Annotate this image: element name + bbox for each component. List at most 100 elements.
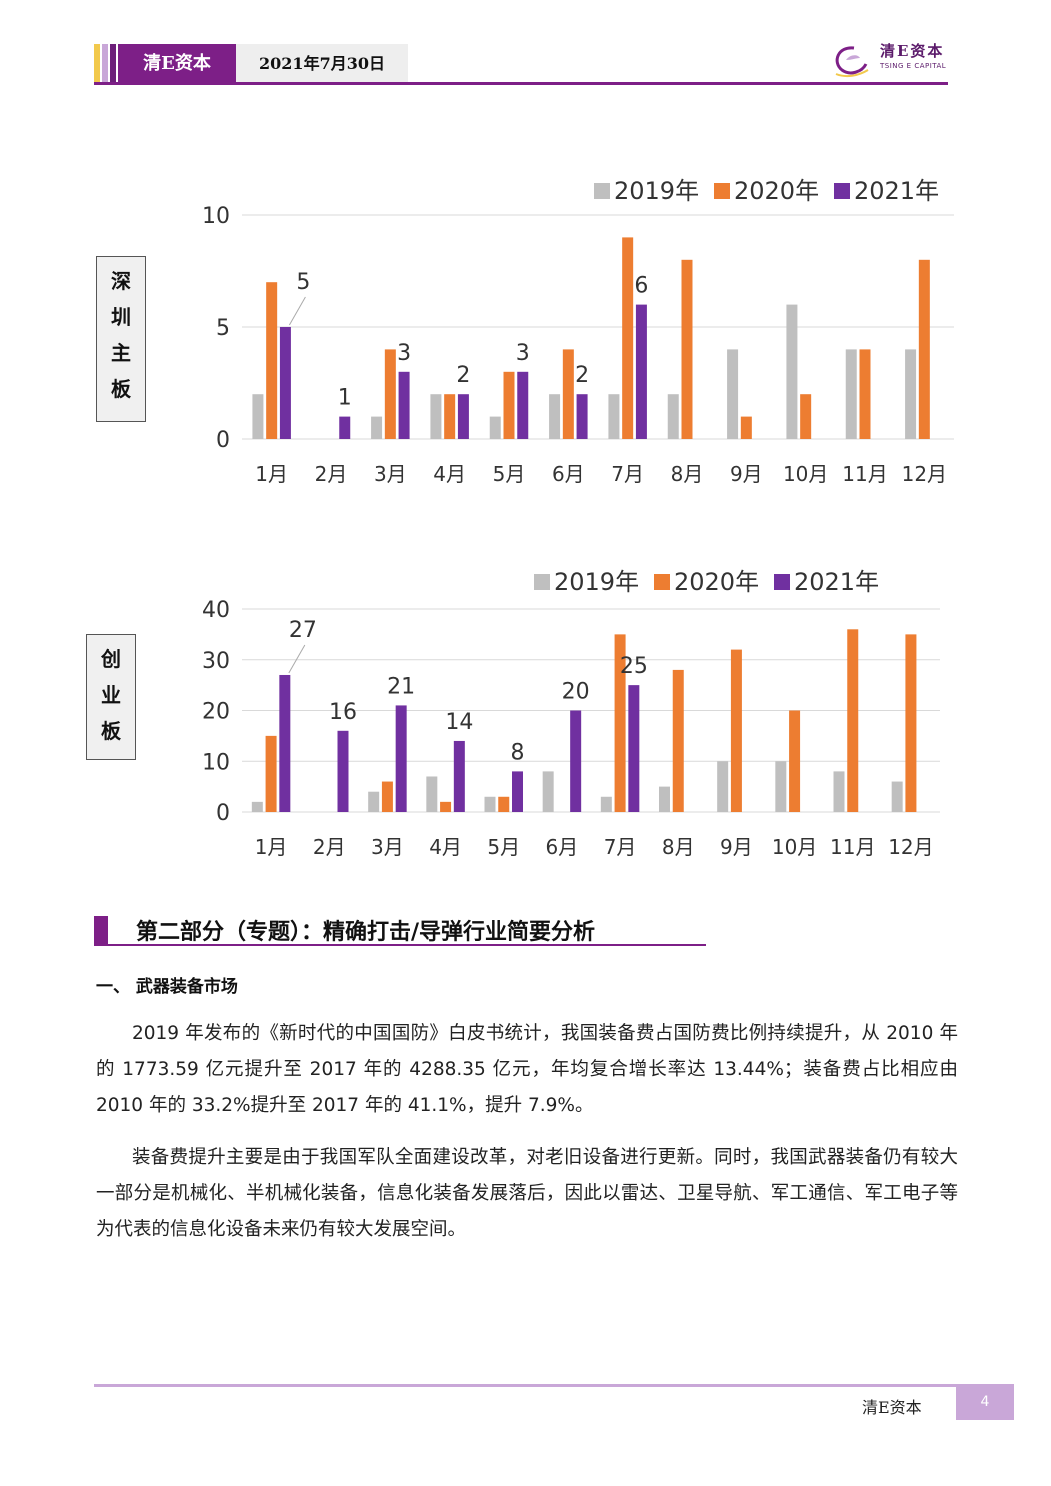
- bar-2019年-7月: [600, 796, 612, 812]
- data-label-2021: 3: [397, 341, 411, 366]
- legend-swatch-2020年: [654, 574, 670, 590]
- bar-2019年-7月: [608, 394, 620, 439]
- x-tick-label: 7月: [611, 462, 644, 486]
- y-tick-label: 10: [202, 750, 230, 775]
- bar-2021年-6月: [570, 710, 582, 812]
- data-label-2021: 27: [289, 618, 317, 643]
- paragraph-1: 2019 年发布的《新时代的中国国防》白皮书统计，我国装备费占国防费比例持续提升…: [96, 1023, 958, 1116]
- data-label-2021: 8: [511, 740, 525, 765]
- y-tick-label: 10: [202, 204, 230, 229]
- logo-text: 清E资本: [880, 42, 945, 60]
- y-tick-label: 0: [216, 428, 230, 453]
- bar-2020年-12月: [905, 634, 917, 812]
- section-rule: [94, 944, 706, 946]
- legend-label: 2021年: [854, 177, 939, 205]
- bar-2021年-3月: [395, 705, 407, 812]
- x-tick-label: 1月: [255, 835, 288, 859]
- bar-2020年-3月: [384, 349, 396, 439]
- x-tick-label: 12月: [888, 835, 933, 859]
- bar-2019年-1月: [252, 394, 264, 439]
- bar-2020年-9月: [740, 416, 752, 439]
- bar-2020年-9月: [730, 649, 742, 812]
- bar-2020年-6月: [562, 349, 574, 439]
- x-tick-label: 10月: [783, 462, 828, 486]
- bar-2020年-1月: [266, 282, 278, 439]
- y-tick-label: 20: [202, 700, 230, 725]
- header-rule: [94, 82, 948, 85]
- legend-label: 2019年: [554, 568, 639, 596]
- data-label-2021: 25: [620, 654, 648, 679]
- bar-2019年-8月: [659, 786, 670, 812]
- legend-label: 2020年: [734, 177, 819, 205]
- section-title: 第二部分（专题）：精确打击/导弹行业简要分析: [136, 920, 596, 945]
- data-label-2021: 2: [456, 363, 470, 388]
- bar-2019年-3月: [368, 791, 380, 812]
- bar-2019年-12月: [905, 349, 917, 439]
- x-tick-label: 11月: [842, 462, 887, 486]
- bar-2019年-9月: [717, 761, 729, 812]
- bar-2020年-4月: [444, 394, 456, 439]
- x-tick-label: 4月: [433, 462, 466, 486]
- x-tick-label: 2月: [313, 835, 346, 859]
- chart-chinext-board: 0 10 20 30 40 1月 2月 3月 4月 5月 6月 7月 8月 9月 10月 11月 12月 27 16…: [202, 568, 940, 859]
- bar-2020年-8月: [681, 259, 693, 439]
- data-label-2021: 16: [329, 700, 357, 725]
- legend-swatch-2021年: [834, 183, 850, 199]
- header-accent-purple: [110, 44, 116, 84]
- data-label-leader: [288, 644, 306, 674]
- bar-2021年-3月: [398, 371, 410, 439]
- footer-brand: 清E资本: [862, 1398, 922, 1417]
- bar-2020年-7月: [614, 634, 626, 812]
- x-tick-label: 3月: [374, 462, 407, 486]
- y-tick-label: 30: [202, 649, 230, 674]
- chart1-side-label-text: 深圳主板: [111, 269, 131, 401]
- bar-2019年-9月: [727, 349, 739, 439]
- footer-rule: [94, 1384, 956, 1387]
- data-label-2021: 5: [296, 270, 310, 295]
- bar-2020年-1月: [265, 735, 277, 812]
- bar-2020年-10月: [800, 394, 812, 439]
- y-tick-label: 5: [216, 316, 230, 341]
- bar-2019年-6月: [549, 394, 561, 439]
- bar-2019年-3月: [371, 416, 383, 439]
- x-tick-label: 4月: [429, 835, 462, 859]
- section-marker: [94, 916, 108, 944]
- x-tick-label: 6月: [546, 835, 579, 859]
- chart1-side-label: 深圳主板: [96, 256, 146, 422]
- data-label-leader: [288, 296, 306, 326]
- data-label-2021: 20: [562, 680, 590, 705]
- bar-2021年-2月: [337, 730, 349, 812]
- bar-2020年-5月: [503, 371, 515, 439]
- legend-swatch-2019年: [534, 574, 550, 590]
- bar-2021年-5月: [517, 371, 529, 439]
- bar-2020年-4月: [440, 801, 452, 812]
- bar-2019年-5月: [489, 416, 501, 439]
- legend-swatch-2019年: [594, 183, 610, 199]
- bar-2019年-5月: [484, 796, 496, 812]
- chart2-side-label: 创业板: [86, 634, 136, 760]
- header-accent-lilac: [102, 44, 108, 84]
- bar-2021年-1月: [279, 327, 291, 439]
- logo-icon: [835, 46, 869, 78]
- bar-2021年-7月: [628, 685, 640, 812]
- y-tick-label: 0: [216, 801, 230, 826]
- data-label-2021: 21: [387, 674, 415, 699]
- bar-2019年-11月: [833, 771, 845, 812]
- bar-2019年-1月: [251, 801, 263, 812]
- x-tick-label: 9月: [730, 462, 763, 486]
- legend-label: 2021年: [794, 568, 879, 596]
- header-date: 2021年7月30日: [236, 44, 408, 84]
- data-label-2021: 6: [634, 274, 648, 299]
- page-number: 4: [956, 1384, 1014, 1420]
- x-tick-label: 2月: [315, 462, 348, 486]
- bar-2019年-6月: [542, 771, 554, 812]
- x-tick-label: 6月: [552, 462, 585, 486]
- bar-2019年-8月: [667, 394, 679, 439]
- data-label-2021: 2: [575, 363, 589, 388]
- bar-2019年-10月: [786, 304, 798, 439]
- x-tick-label: 7月: [604, 835, 637, 859]
- bar-2020年-12月: [918, 259, 930, 439]
- bar-2020年-11月: [847, 629, 859, 812]
- x-tick-label: 8月: [671, 462, 704, 486]
- x-tick-label: 5月: [487, 835, 520, 859]
